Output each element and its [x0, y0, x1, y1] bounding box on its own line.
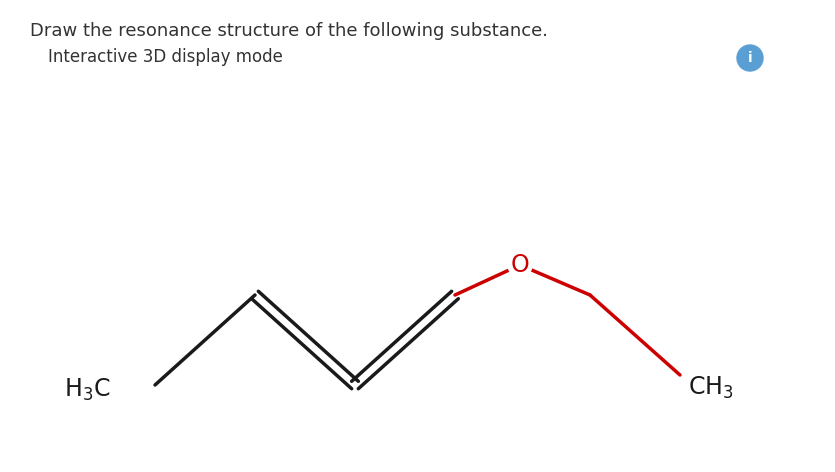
Text: $\mathregular{CH_3}$: $\mathregular{CH_3}$ [688, 375, 734, 401]
Text: $\mathregular{H_3C}$: $\mathregular{H_3C}$ [63, 377, 110, 403]
Circle shape [508, 253, 532, 277]
Text: Interactive 3D display mode: Interactive 3D display mode [48, 48, 283, 66]
Text: Draw the resonance structure of the following substance.: Draw the resonance structure of the foll… [30, 22, 548, 40]
Text: O: O [511, 253, 529, 277]
Circle shape [737, 45, 763, 71]
Text: i: i [747, 51, 752, 65]
